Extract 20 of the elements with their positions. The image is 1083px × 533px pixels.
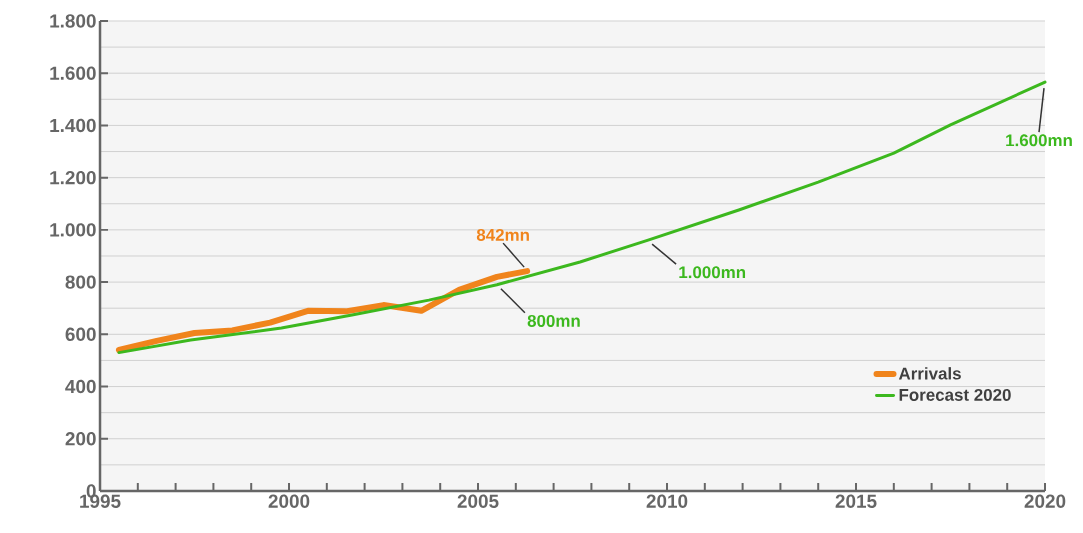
y-tick-label: 800 xyxy=(65,275,96,289)
annotation: 800mn xyxy=(527,314,580,327)
annotation: 1.000mn xyxy=(679,266,746,279)
annotation: 1.600mn xyxy=(1006,134,1072,147)
y-tick-label: 400 xyxy=(65,379,96,394)
y-tick-label: 1.200 xyxy=(50,170,96,185)
x-tick-label: 2010 xyxy=(646,494,688,508)
y-tick-label: 1.800 xyxy=(50,14,96,28)
x-tick-label: 2000 xyxy=(268,494,310,508)
y-tick-label: 1.400 xyxy=(50,118,96,133)
y-tick-label: 1.000 xyxy=(50,223,96,237)
annotation: 842mn xyxy=(476,228,529,241)
y-tick-label: 1.600 xyxy=(50,66,96,80)
x-tick-label: 2015 xyxy=(835,494,877,508)
x-tick-label: 2020 xyxy=(1024,494,1066,508)
legend-label: Forecast 2020 xyxy=(899,388,1011,401)
y-tick-label: 200 xyxy=(65,432,96,446)
legend-label: Arrivals xyxy=(898,367,961,380)
y-tick-label: 600 xyxy=(65,327,96,342)
x-tick-label: 2005 xyxy=(457,494,499,508)
